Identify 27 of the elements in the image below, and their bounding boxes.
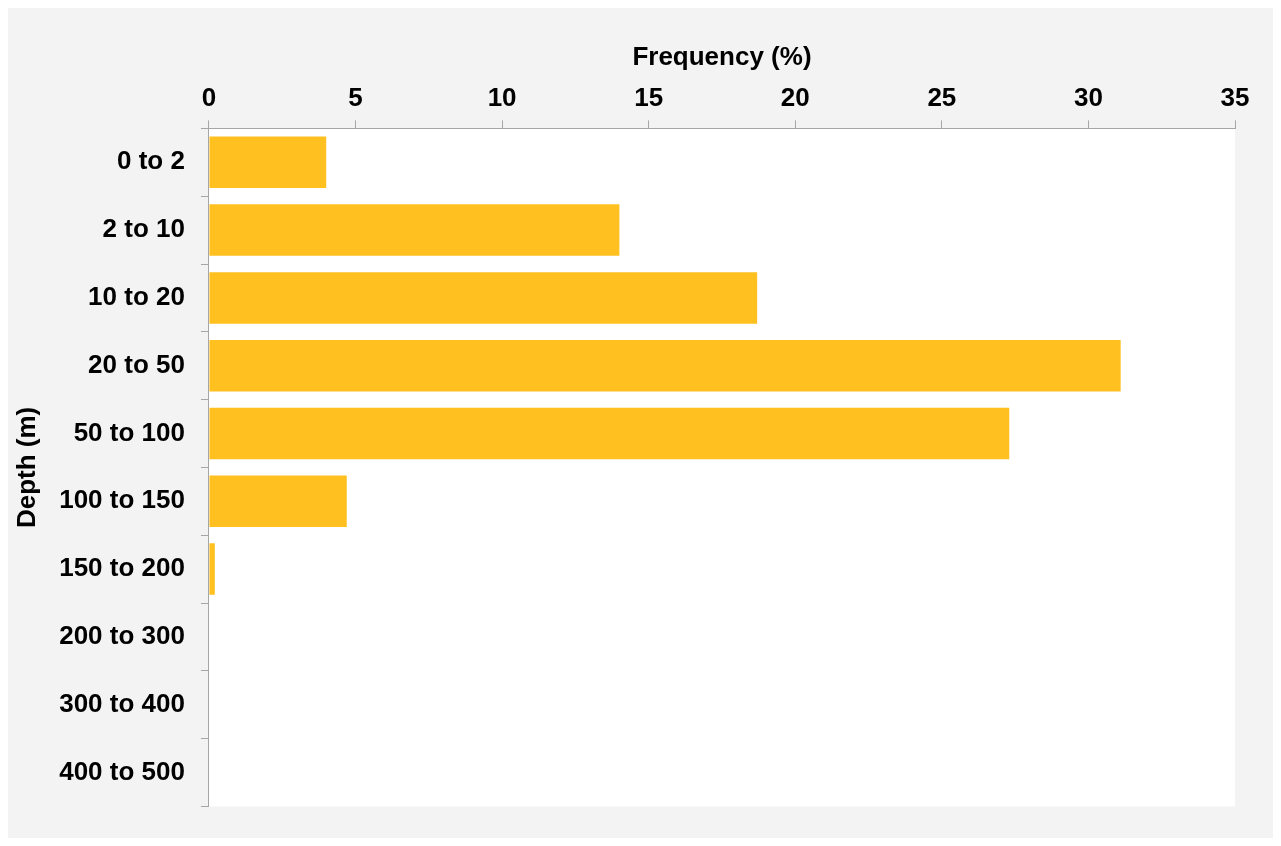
bar bbox=[209, 475, 347, 528]
y-tick-label: 2 to 10 bbox=[102, 213, 185, 244]
y-tick-label: 200 to 300 bbox=[59, 620, 185, 651]
x-tick-label: 0 bbox=[201, 81, 217, 112]
x-tick-label: 20 bbox=[780, 81, 810, 112]
bar bbox=[209, 136, 327, 189]
bar bbox=[209, 204, 620, 256]
bar bbox=[209, 272, 758, 324]
x-tick-label: 10 bbox=[487, 81, 517, 112]
x-tick-label: 15 bbox=[634, 81, 664, 112]
y-axis-title: Depth (m) bbox=[10, 406, 41, 529]
y-tick-label: 150 to 200 bbox=[59, 552, 185, 583]
y-tick-label: 20 to 50 bbox=[88, 348, 185, 379]
x-axis-title: Frequency (%) bbox=[632, 40, 812, 71]
x-tick-label: 25 bbox=[927, 81, 957, 112]
x-tick-label: 30 bbox=[1073, 81, 1103, 112]
y-tick-label: 100 to 150 bbox=[59, 484, 185, 515]
y-tick-label: 50 to 100 bbox=[73, 416, 185, 447]
bar bbox=[209, 339, 1121, 392]
bar bbox=[209, 543, 215, 595]
bar bbox=[209, 407, 1010, 460]
y-tick-label: 0 to 2 bbox=[117, 145, 185, 176]
x-tick-label: 5 bbox=[348, 81, 363, 112]
y-tick-label: 10 to 20 bbox=[88, 281, 185, 312]
y-tick-label: 300 to 400 bbox=[59, 687, 185, 718]
y-tick-label: 400 to 500 bbox=[59, 755, 185, 786]
x-tick-label: 35 bbox=[1220, 81, 1250, 112]
